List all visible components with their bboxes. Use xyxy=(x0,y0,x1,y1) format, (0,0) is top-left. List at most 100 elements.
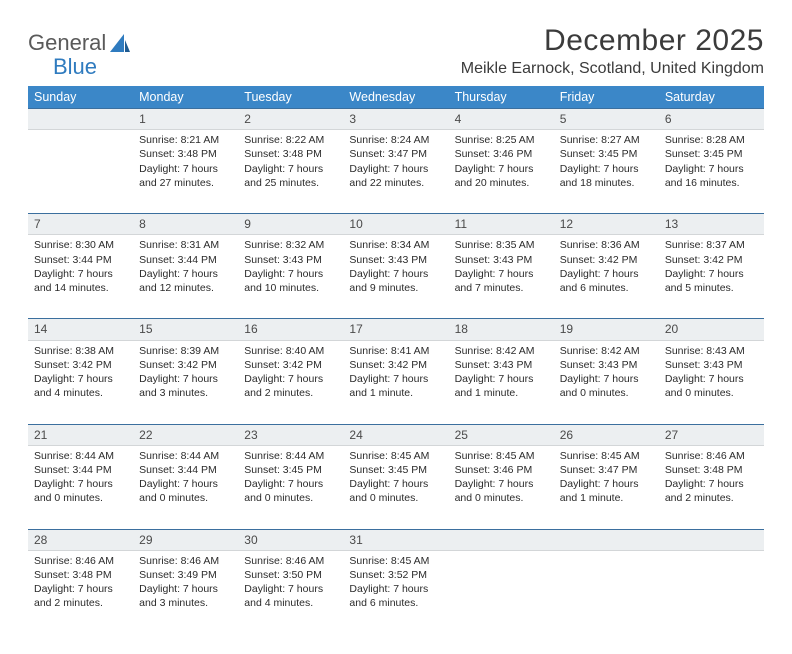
sunset-text: Sunset: 3:45 PM xyxy=(349,463,442,477)
daylight-text: Daylight: 7 hours and 9 minutes. xyxy=(349,267,442,295)
sunset-text: Sunset: 3:44 PM xyxy=(34,463,127,477)
day-number: 20 xyxy=(659,319,764,339)
day-number: 8 xyxy=(133,214,238,234)
day-number-cell: 7 xyxy=(28,214,133,235)
day-number-cell: 8 xyxy=(133,214,238,235)
weekday-wednesday: Wednesday xyxy=(343,86,448,109)
sunrise-text: Sunrise: 8:46 AM xyxy=(665,449,758,463)
day-body: Sunrise: 8:46 AMSunset: 3:50 PMDaylight:… xyxy=(238,551,343,615)
day-body: Sunrise: 8:42 AMSunset: 3:43 PMDaylight:… xyxy=(554,341,659,405)
daylight-text: Daylight: 7 hours and 6 minutes. xyxy=(349,582,442,610)
day-number-cell: 31 xyxy=(343,529,448,550)
sunset-text: Sunset: 3:45 PM xyxy=(560,147,653,161)
day-number-cell: 25 xyxy=(449,424,554,445)
day-number-cell xyxy=(28,109,133,130)
sunrise-text: Sunrise: 8:38 AM xyxy=(34,344,127,358)
logo-text-1: General xyxy=(28,30,106,56)
weekday-tuesday: Tuesday xyxy=(238,86,343,109)
day-cell: Sunrise: 8:24 AMSunset: 3:47 PMDaylight:… xyxy=(343,130,448,214)
weekday-sunday: Sunday xyxy=(28,86,133,109)
daylight-text: Daylight: 7 hours and 0 minutes. xyxy=(139,477,232,505)
day-number xyxy=(28,109,133,129)
sunrise-text: Sunrise: 8:45 AM xyxy=(560,449,653,463)
day-number-cell: 26 xyxy=(554,424,659,445)
week-0-body: Sunrise: 8:21 AMSunset: 3:48 PMDaylight:… xyxy=(28,130,764,214)
day-number: 18 xyxy=(449,319,554,339)
sunset-text: Sunset: 3:48 PM xyxy=(244,147,337,161)
daylight-text: Daylight: 7 hours and 2 minutes. xyxy=(34,582,127,610)
sunset-text: Sunset: 3:49 PM xyxy=(139,568,232,582)
day-cell: Sunrise: 8:44 AMSunset: 3:44 PMDaylight:… xyxy=(133,445,238,529)
week-1-body: Sunrise: 8:30 AMSunset: 3:44 PMDaylight:… xyxy=(28,235,764,319)
day-cell: Sunrise: 8:30 AMSunset: 3:44 PMDaylight:… xyxy=(28,235,133,319)
day-number-cell xyxy=(449,529,554,550)
day-number: 17 xyxy=(343,319,448,339)
sunset-text: Sunset: 3:43 PM xyxy=(560,358,653,372)
day-number: 24 xyxy=(343,425,448,445)
day-number-cell: 16 xyxy=(238,319,343,340)
calendar-head: SundayMondayTuesdayWednesdayThursdayFrid… xyxy=(28,86,764,109)
day-body: Sunrise: 8:42 AMSunset: 3:43 PMDaylight:… xyxy=(449,341,554,405)
day-cell: Sunrise: 8:32 AMSunset: 3:43 PMDaylight:… xyxy=(238,235,343,319)
day-number xyxy=(659,530,764,550)
day-cell: Sunrise: 8:22 AMSunset: 3:48 PMDaylight:… xyxy=(238,130,343,214)
day-body: Sunrise: 8:46 AMSunset: 3:49 PMDaylight:… xyxy=(133,551,238,615)
sunset-text: Sunset: 3:43 PM xyxy=(455,358,548,372)
sunset-text: Sunset: 3:44 PM xyxy=(139,463,232,477)
day-number: 11 xyxy=(449,214,554,234)
day-body: Sunrise: 8:45 AMSunset: 3:45 PMDaylight:… xyxy=(343,446,448,510)
week-3-numbers: 21222324252627 xyxy=(28,424,764,445)
sunrise-text: Sunrise: 8:34 AM xyxy=(349,238,442,252)
sunrise-text: Sunrise: 8:42 AM xyxy=(455,344,548,358)
day-number-cell: 21 xyxy=(28,424,133,445)
month-title: December 2025 xyxy=(461,24,764,58)
day-number: 31 xyxy=(343,530,448,550)
daylight-text: Daylight: 7 hours and 3 minutes. xyxy=(139,582,232,610)
day-number: 3 xyxy=(343,109,448,129)
day-number-cell: 27 xyxy=(659,424,764,445)
day-cell: Sunrise: 8:34 AMSunset: 3:43 PMDaylight:… xyxy=(343,235,448,319)
day-body: Sunrise: 8:22 AMSunset: 3:48 PMDaylight:… xyxy=(238,130,343,194)
daylight-text: Daylight: 7 hours and 0 minutes. xyxy=(244,477,337,505)
day-body: Sunrise: 8:41 AMSunset: 3:42 PMDaylight:… xyxy=(343,341,448,405)
day-number-cell: 5 xyxy=(554,109,659,130)
day-cell: Sunrise: 8:46 AMSunset: 3:48 PMDaylight:… xyxy=(659,445,764,529)
sunrise-text: Sunrise: 8:35 AM xyxy=(455,238,548,252)
sunrise-text: Sunrise: 8:46 AM xyxy=(34,554,127,568)
day-body xyxy=(554,551,659,611)
day-cell: Sunrise: 8:46 AMSunset: 3:50 PMDaylight:… xyxy=(238,550,343,634)
day-number: 12 xyxy=(554,214,659,234)
sunrise-text: Sunrise: 8:46 AM xyxy=(139,554,232,568)
sunset-text: Sunset: 3:47 PM xyxy=(560,463,653,477)
day-cell: Sunrise: 8:43 AMSunset: 3:43 PMDaylight:… xyxy=(659,340,764,424)
day-cell: Sunrise: 8:25 AMSunset: 3:46 PMDaylight:… xyxy=(449,130,554,214)
location: Meikle Earnock, Scotland, United Kingdom xyxy=(461,60,764,78)
sunrise-text: Sunrise: 8:41 AM xyxy=(349,344,442,358)
daylight-text: Daylight: 7 hours and 5 minutes. xyxy=(665,267,758,295)
sunset-text: Sunset: 3:42 PM xyxy=(560,253,653,267)
daylight-text: Daylight: 7 hours and 7 minutes. xyxy=(455,267,548,295)
daylight-text: Daylight: 7 hours and 22 minutes. xyxy=(349,162,442,190)
day-number: 2 xyxy=(238,109,343,129)
daylight-text: Daylight: 7 hours and 4 minutes. xyxy=(34,372,127,400)
daylight-text: Daylight: 7 hours and 27 minutes. xyxy=(139,162,232,190)
day-body: Sunrise: 8:21 AMSunset: 3:48 PMDaylight:… xyxy=(133,130,238,194)
day-number-cell: 6 xyxy=(659,109,764,130)
sunset-text: Sunset: 3:43 PM xyxy=(244,253,337,267)
day-number: 27 xyxy=(659,425,764,445)
sunrise-text: Sunrise: 8:46 AM xyxy=(244,554,337,568)
sunrise-text: Sunrise: 8:43 AM xyxy=(665,344,758,358)
day-number-cell: 10 xyxy=(343,214,448,235)
day-number: 10 xyxy=(343,214,448,234)
calendar-table: SundayMondayTuesdayWednesdayThursdayFrid… xyxy=(28,86,764,634)
day-body: Sunrise: 8:27 AMSunset: 3:45 PMDaylight:… xyxy=(554,130,659,194)
week-4-numbers: 28293031 xyxy=(28,529,764,550)
week-4-body: Sunrise: 8:46 AMSunset: 3:48 PMDaylight:… xyxy=(28,550,764,634)
day-number-cell: 4 xyxy=(449,109,554,130)
day-number: 23 xyxy=(238,425,343,445)
logo: General Blue xyxy=(28,24,130,56)
daylight-text: Daylight: 7 hours and 1 minute. xyxy=(455,372,548,400)
sunrise-text: Sunrise: 8:36 AM xyxy=(560,238,653,252)
day-number: 25 xyxy=(449,425,554,445)
sunrise-text: Sunrise: 8:28 AM xyxy=(665,133,758,147)
